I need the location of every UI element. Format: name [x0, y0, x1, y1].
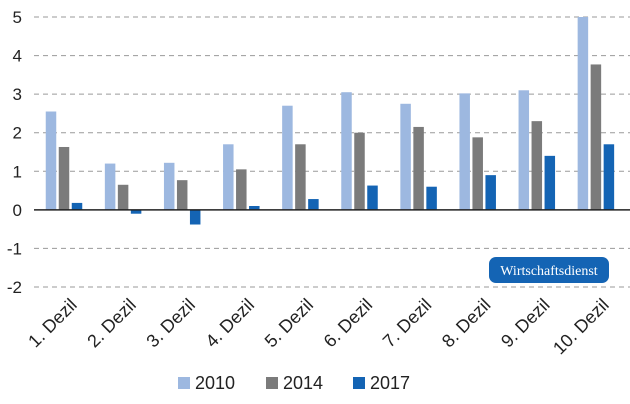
- x-category-label: 3. Dezil: [142, 295, 199, 352]
- y-axis-tick-labels: 5 4 3 2 1 0 -1 -2: [7, 8, 22, 297]
- legend-swatch-2014: [266, 377, 278, 389]
- bar-2010: [577, 17, 589, 210]
- y-tick-label: -1: [7, 239, 22, 258]
- legend: 2010 2014 2017: [178, 373, 410, 393]
- bar-2014: [472, 137, 483, 210]
- bar-2010: [223, 144, 234, 210]
- bar-2014: [531, 121, 543, 210]
- bar-2014: [590, 64, 602, 210]
- bar-2014: [354, 132, 365, 210]
- bar-2017: [249, 206, 260, 210]
- bar-2010: [282, 105, 293, 210]
- legend-label-2010: 2010: [195, 373, 235, 393]
- bar-2017: [308, 199, 319, 210]
- bar-2017: [367, 185, 378, 210]
- bar-2014: [295, 144, 306, 210]
- y-tick-label: 3: [13, 85, 22, 104]
- bar-2010: [518, 90, 530, 210]
- x-category-label: 7. Dezil: [379, 295, 436, 352]
- x-category-label: 4. Dezil: [202, 295, 259, 352]
- bar-2017: [544, 155, 556, 210]
- bar-2010: [45, 111, 57, 210]
- bar-2010: [341, 92, 352, 210]
- x-category-label: 1. Dezil: [24, 295, 81, 352]
- gridlines: [34, 16, 630, 288]
- bar-2010: [163, 162, 175, 210]
- watermark-badge: Wirtschaftsdienst: [489, 257, 609, 283]
- legend-swatch-2010: [178, 377, 190, 389]
- bar-2010: [104, 163, 116, 210]
- bars: [45, 17, 615, 225]
- x-category-label: 5. Dezil: [261, 295, 318, 352]
- watermark-background: [489, 257, 609, 283]
- legend-swatch-2017: [353, 377, 365, 389]
- x-axis-category-labels: 1. Dezil 2. Dezil 3. Dezil 4. Dezil 5. Dezil…: [24, 295, 612, 359]
- bar-2017: [603, 144, 615, 210]
- x-category-label: 8. Dezil: [438, 295, 495, 352]
- bar-2017: [485, 175, 496, 210]
- y-tick-label: 4: [13, 47, 22, 66]
- bar-2014: [117, 184, 129, 210]
- legend-label-2014: 2014: [283, 373, 323, 393]
- legend-label-2017: 2017: [370, 373, 410, 393]
- x-category-label: 6. Dezil: [320, 295, 377, 352]
- bar-2017: [71, 202, 83, 210]
- y-tick-label: 0: [13, 201, 22, 220]
- bar-2017: [189, 209, 201, 225]
- bar-2014: [413, 126, 424, 210]
- bar-2014: [176, 180, 188, 210]
- x-category-label: 9. Dezil: [497, 295, 554, 352]
- bar-2010: [459, 93, 470, 210]
- bar-2014: [58, 146, 70, 210]
- watermark-text: Wirtschaftsdienst: [500, 264, 598, 279]
- bar-2010: [400, 103, 411, 210]
- bar-2017: [130, 209, 142, 214]
- bar-2017: [426, 186, 437, 210]
- y-tick-label: 1: [13, 162, 22, 181]
- y-tick-label: -2: [7, 278, 22, 297]
- x-category-label: 10. Dezil: [549, 295, 613, 359]
- y-tick-label: 5: [13, 8, 22, 27]
- y-tick-label: 2: [13, 124, 22, 143]
- bar-2014: [236, 169, 247, 210]
- x-category-label: 2. Dezil: [83, 295, 140, 352]
